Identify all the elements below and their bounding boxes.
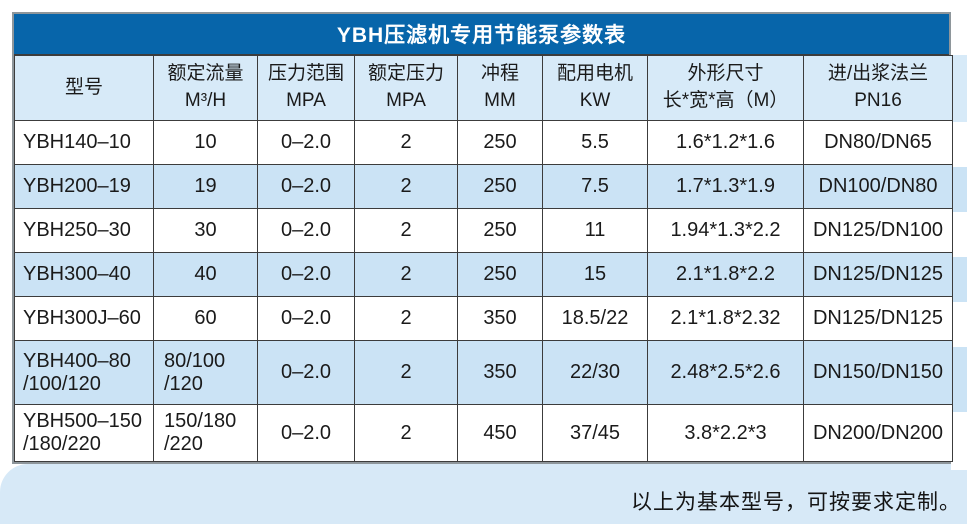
cell-dimensions: 1.7*1.3*1.9 xyxy=(647,164,804,209)
table-row: YBH140–10 10 0–2.0 2 250 5.5 1.6*1.2*1.6… xyxy=(14,120,953,165)
table-row: YBH500–150 /180/220 150/180 /220 0–2.0 2… xyxy=(14,404,953,462)
cell-motor: 7.5 xyxy=(542,164,648,209)
col-header-dimensions: 外形尺寸 长*宽*高（M） xyxy=(647,55,804,121)
table-header-row: 型号 额定流量 M³/H 压力范围 MPA 额定压力 MPA 冲程 MM 配用电… xyxy=(14,55,953,121)
cell-stroke: 250 xyxy=(457,120,543,165)
table-body: YBH140–10 10 0–2.0 2 250 5.5 1.6*1.2*1.6… xyxy=(14,120,953,462)
col-header-rated-pressure: 额定压力 MPA xyxy=(354,55,458,121)
table-row: YBH300J–60 60 0–2.0 2 350 18.5/22 2.1*1.… xyxy=(14,296,953,341)
cell-dimensions: 2.1*1.8*2.32 xyxy=(647,296,804,341)
row-stripe-bleed xyxy=(951,55,967,470)
table-row: YBH300–40 40 0–2.0 2 250 15 2.1*1.8*2.2 … xyxy=(14,252,953,297)
stripe-segment xyxy=(951,167,967,212)
cell-dimensions: 1.94*1.3*2.2 xyxy=(647,208,804,253)
cell-model: YBH140–10 xyxy=(14,120,154,165)
footer-note: 以上为基本型号，可按要求定制。 xyxy=(631,491,961,514)
col-header-stroke: 冲程 MM xyxy=(457,55,543,121)
col-header-flange: 进/出浆法兰 PN16 xyxy=(803,55,953,121)
cell-motor: 11 xyxy=(542,208,648,253)
cell-model: YBH200–19 xyxy=(14,164,154,209)
cell-rated-flow: 19 xyxy=(153,164,258,209)
col-header-model: 型号 xyxy=(14,55,154,121)
cell-pressure-range: 0–2.0 xyxy=(257,164,355,209)
cell-flange: DN125/DN100 xyxy=(803,208,953,253)
cell-pressure-range: 0–2.0 xyxy=(257,120,355,165)
table-row: YBH250–30 30 0–2.0 2 250 11 1.94*1.3*2.2… xyxy=(14,208,953,253)
stripe-segment xyxy=(951,347,967,412)
cell-flange: DN80/DN65 xyxy=(803,120,953,165)
table-row: YBH200–19 19 0–2.0 2 250 7.5 1.7*1.3*1.9… xyxy=(14,164,953,209)
spec-table-grid: 型号 额定流量 M³/H 压力范围 MPA 额定压力 MPA 冲程 MM 配用电… xyxy=(14,55,953,462)
stripe-segment xyxy=(951,302,967,347)
stripe-segment xyxy=(951,212,967,257)
cell-stroke: 250 xyxy=(457,252,543,297)
cell-rated-flow: 150/180 /220 xyxy=(153,404,258,462)
cell-stroke: 250 xyxy=(457,164,543,209)
cell-flange: DN125/DN125 xyxy=(803,296,953,341)
cell-rated-flow: 10 xyxy=(153,120,258,165)
cell-stroke: 350 xyxy=(457,340,543,405)
cell-rated-pressure: 2 xyxy=(354,340,458,405)
col-header-rated-flow: 额定流量 M³/H xyxy=(153,55,258,121)
stripe-segment xyxy=(951,412,967,470)
cell-dimensions: 2.1*1.8*2.2 xyxy=(647,252,804,297)
cell-model: YBH300J–60 xyxy=(14,296,154,341)
stripe-segment xyxy=(951,55,967,122)
cell-model: YBH300–40 xyxy=(14,252,154,297)
cell-dimensions: 2.48*2.5*2.6 xyxy=(647,340,804,405)
table-title: YBH压滤机专用节能泵参数表 xyxy=(14,14,949,55)
col-header-motor: 配用电机 KW xyxy=(542,55,648,121)
cell-pressure-range: 0–2.0 xyxy=(257,208,355,253)
header-row: 型号 额定流量 M³/H 压力范围 MPA 额定压力 MPA 冲程 MM 配用电… xyxy=(14,55,953,121)
cell-flange: DN125/DN125 xyxy=(803,252,953,297)
cell-rated-pressure: 2 xyxy=(354,252,458,297)
cell-model: YBH400–80 /100/120 xyxy=(14,340,154,405)
table-row: YBH400–80 /100/120 80/100 /120 0–2.0 2 3… xyxy=(14,340,953,405)
cell-stroke: 450 xyxy=(457,404,543,462)
col-header-pressure-range: 压力范围 MPA xyxy=(257,55,355,121)
cell-rated-pressure: 2 xyxy=(354,208,458,253)
cell-model: YBH250–30 xyxy=(14,208,154,253)
cell-rated-flow: 40 xyxy=(153,252,258,297)
cell-rated-flow: 30 xyxy=(153,208,258,253)
cell-rated-pressure: 2 xyxy=(354,404,458,462)
cell-flange: DN150/DN150 xyxy=(803,340,953,405)
cell-stroke: 250 xyxy=(457,208,543,253)
cell-rated-flow: 80/100 /120 xyxy=(153,340,258,405)
cell-pressure-range: 0–2.0 xyxy=(257,252,355,297)
cell-motor: 5.5 xyxy=(542,120,648,165)
cell-rated-flow: 60 xyxy=(153,296,258,341)
cell-motor: 15 xyxy=(542,252,648,297)
cell-pressure-range: 0–2.0 xyxy=(257,404,355,462)
cell-stroke: 350 xyxy=(457,296,543,341)
cell-rated-pressure: 2 xyxy=(354,120,458,165)
bottom-background-band xyxy=(0,464,967,524)
cell-motor: 22/30 xyxy=(542,340,648,405)
cell-motor: 37/45 xyxy=(542,404,648,462)
cell-motor: 18.5/22 xyxy=(542,296,648,341)
stripe-segment xyxy=(951,122,967,167)
cell-rated-pressure: 2 xyxy=(354,164,458,209)
cell-rated-pressure: 2 xyxy=(354,296,458,341)
cell-model: YBH500–150 /180/220 xyxy=(14,404,154,462)
cell-dimensions: 1.6*1.2*1.6 xyxy=(647,120,804,165)
cell-flange: DN200/DN200 xyxy=(803,404,953,462)
pump-spec-table: YBH压滤机专用节能泵参数表 型号 额定流量 M³/H 压力范围 MPA 额定压… xyxy=(12,12,953,464)
cell-pressure-range: 0–2.0 xyxy=(257,296,355,341)
cell-pressure-range: 0–2.0 xyxy=(257,340,355,405)
cell-flange: DN100/DN80 xyxy=(803,164,953,209)
cell-dimensions: 3.8*2.2*3 xyxy=(647,404,804,462)
stripe-segment xyxy=(951,257,967,302)
